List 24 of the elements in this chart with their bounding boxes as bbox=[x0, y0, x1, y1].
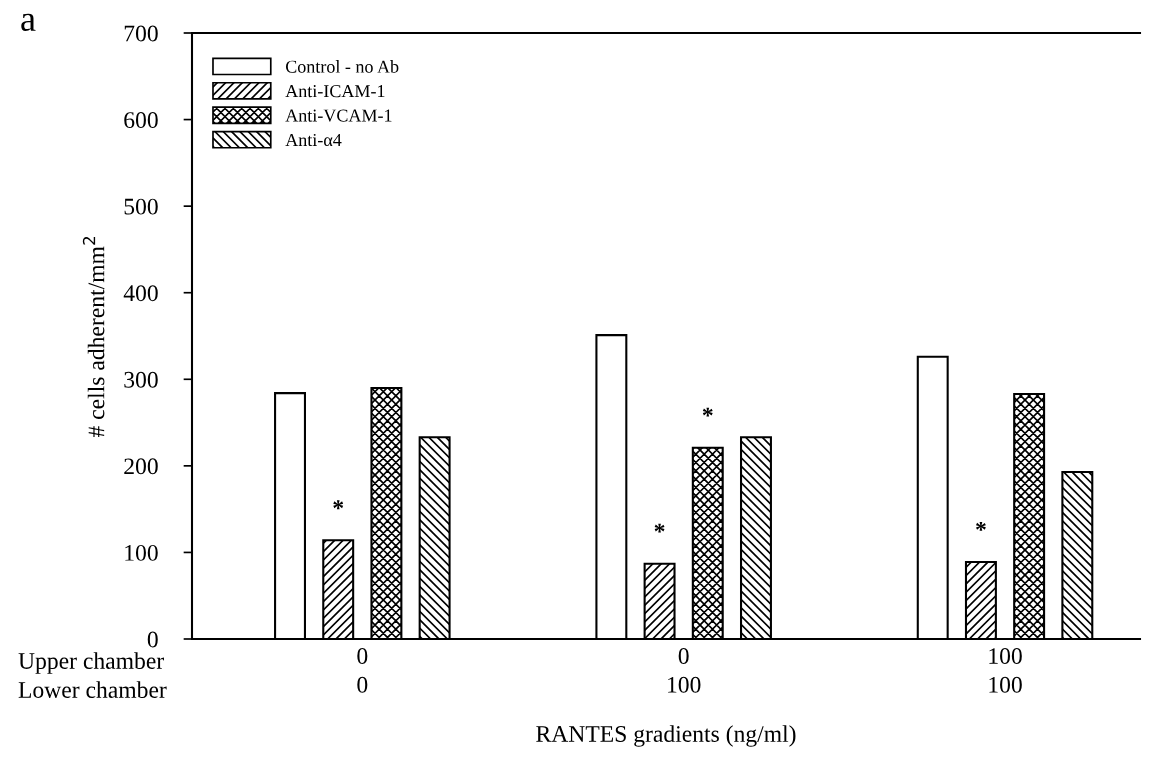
x-tick-label: 0 100 bbox=[668, 648, 701, 693]
legend-label: Anti-α4 bbox=[285, 133, 342, 147]
legend-label: Anti-ICAM-1 bbox=[285, 85, 385, 98]
x-tick-label: 100 100 bbox=[989, 648, 1022, 693]
text: a bbox=[21, 13, 36, 32]
y-tick-label: 100 bbox=[125, 544, 158, 561]
y-tick-label: 400 bbox=[123, 285, 158, 302]
y-tick-label: 0 bbox=[147, 631, 158, 648]
text: Upper chamber bbox=[18, 652, 164, 674]
x-tick-label: 0 0 bbox=[357, 648, 368, 693]
text: Lower chamber bbox=[18, 681, 167, 698]
data-label: * bbox=[333, 500, 344, 510]
y-tick-label: 700 bbox=[124, 25, 158, 42]
y-tick-label: 300 bbox=[124, 371, 158, 388]
legend-label: Control - no Ab bbox=[285, 60, 399, 73]
data-label: * bbox=[702, 407, 713, 417]
legend-label: Anti-VCAM-1 bbox=[285, 109, 392, 122]
data-label: * bbox=[654, 523, 665, 533]
y-tick-label: 500 bbox=[124, 198, 158, 215]
y-axis-title: # cells adherent/mm$^{2}$ bbox=[82, 236, 105, 438]
data-label: * bbox=[976, 521, 986, 531]
y-tick-label: 200 bbox=[124, 458, 158, 475]
x-axis-title: RANTES gradients (ng/ml) bbox=[536, 725, 796, 747]
y-tick-label: 600 bbox=[124, 112, 158, 128]
